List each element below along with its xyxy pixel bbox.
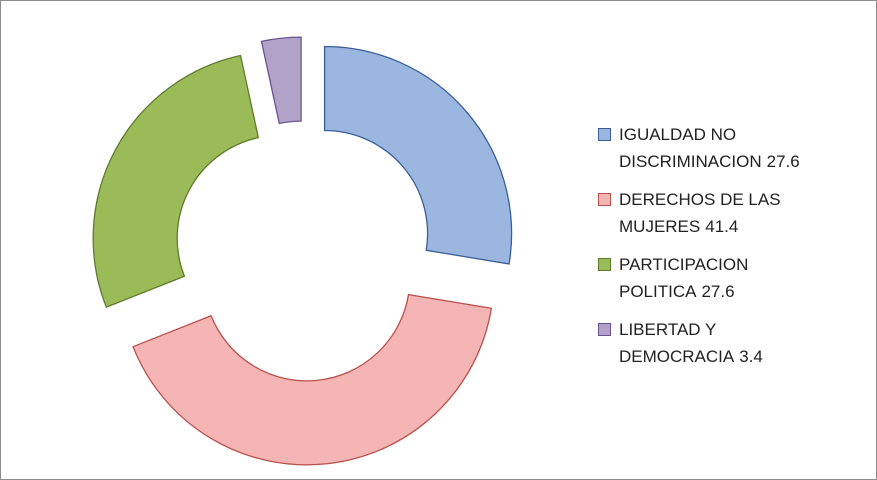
legend: IGUALDAD NO DISCRIMINACION 27.6 DERECHOS D… — [598, 121, 800, 381]
legend-value: 27.6 — [766, 152, 800, 171]
legend-label: DERECHOS DE LAS MUJERES — [619, 190, 781, 236]
legend-swatch — [598, 258, 611, 271]
legend-swatch — [598, 193, 611, 206]
legend-swatch — [598, 128, 611, 141]
legend-label: LIBERTAD Y DEMOCRACIA — [619, 320, 735, 366]
legend-item: LIBERTAD Y DEMOCRACIA 3.4 — [598, 316, 798, 370]
legend-item: IGUALDAD NO DISCRIMINACION 27.6 — [598, 121, 800, 175]
legend-value: 27.6 — [701, 282, 735, 301]
legend-value: 3.4 — [739, 347, 763, 366]
plot — [92, 36, 513, 466]
legend-item: PARTICIPACION POLITICA 27.6 — [598, 251, 798, 305]
donut-segment — [260, 36, 302, 125]
donut-segment — [323, 45, 513, 265]
legend-item: DERECHOS DE LAS MUJERES 41.4 — [598, 186, 798, 240]
legend-swatch — [598, 323, 611, 336]
legend-label: PARTICIPACION POLITICA — [619, 255, 749, 301]
donut-segment — [132, 293, 493, 466]
legend-value: 41.4 — [705, 217, 739, 236]
legend-label: IGUALDAD NO DISCRIMINACION — [619, 125, 762, 171]
donut-segment — [92, 54, 260, 308]
